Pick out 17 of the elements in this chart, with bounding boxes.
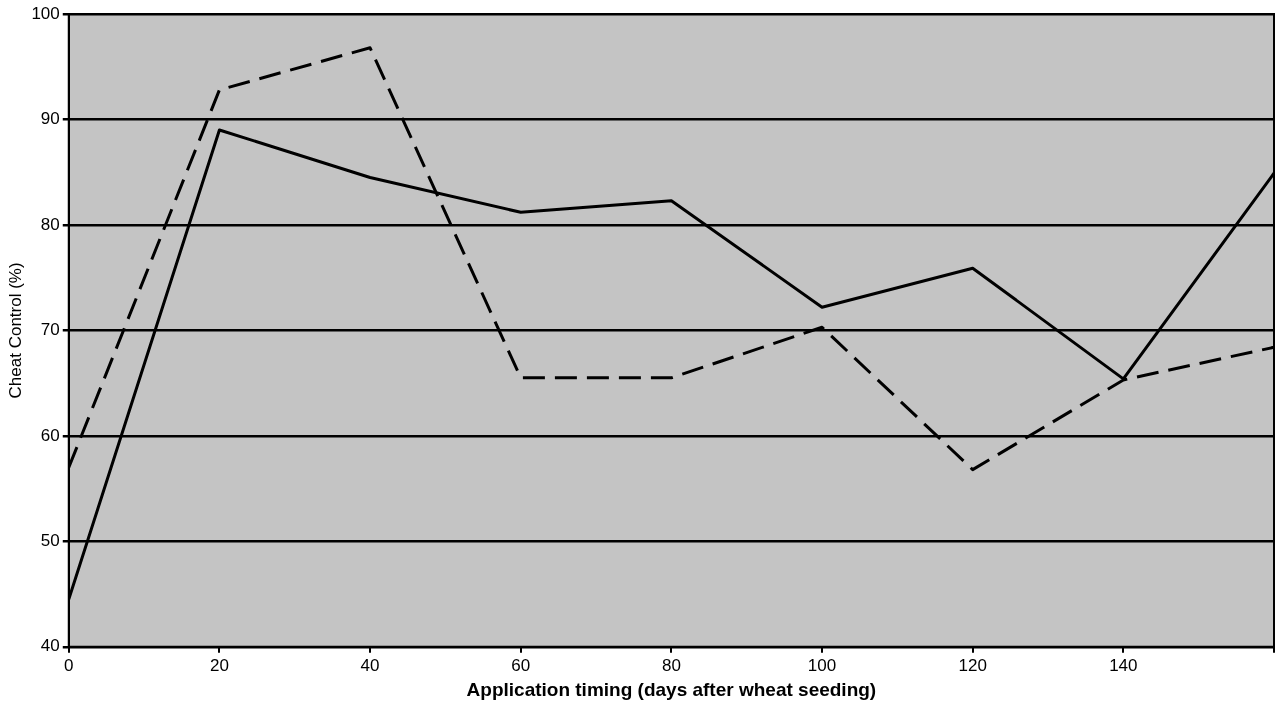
y-tick-label: 70 [40,320,60,340]
y-tick-label: 80 [40,214,60,234]
x-tick-label: 80 [661,655,681,675]
y-tick-label: 40 [40,636,60,656]
y-tick-label: 60 [40,425,60,445]
x-axis-title: Application timing (days after wheat seeding) [466,678,877,700]
y-tick-label: 50 [40,531,60,551]
y-tick-label: 90 [40,109,60,129]
x-tick-label: 140 [1109,655,1138,675]
x-tick-label: 60 [511,655,531,675]
x-tick-label: 100 [807,655,837,675]
x-tick-label: 20 [209,655,229,675]
y-tick-label: 100 [31,3,60,23]
x-tick-label: 40 [360,655,380,675]
x-tick-label: 120 [958,655,987,675]
x-tick-label: 0 [64,655,74,675]
y-axis-title: Cheat Control (%) [5,262,25,399]
